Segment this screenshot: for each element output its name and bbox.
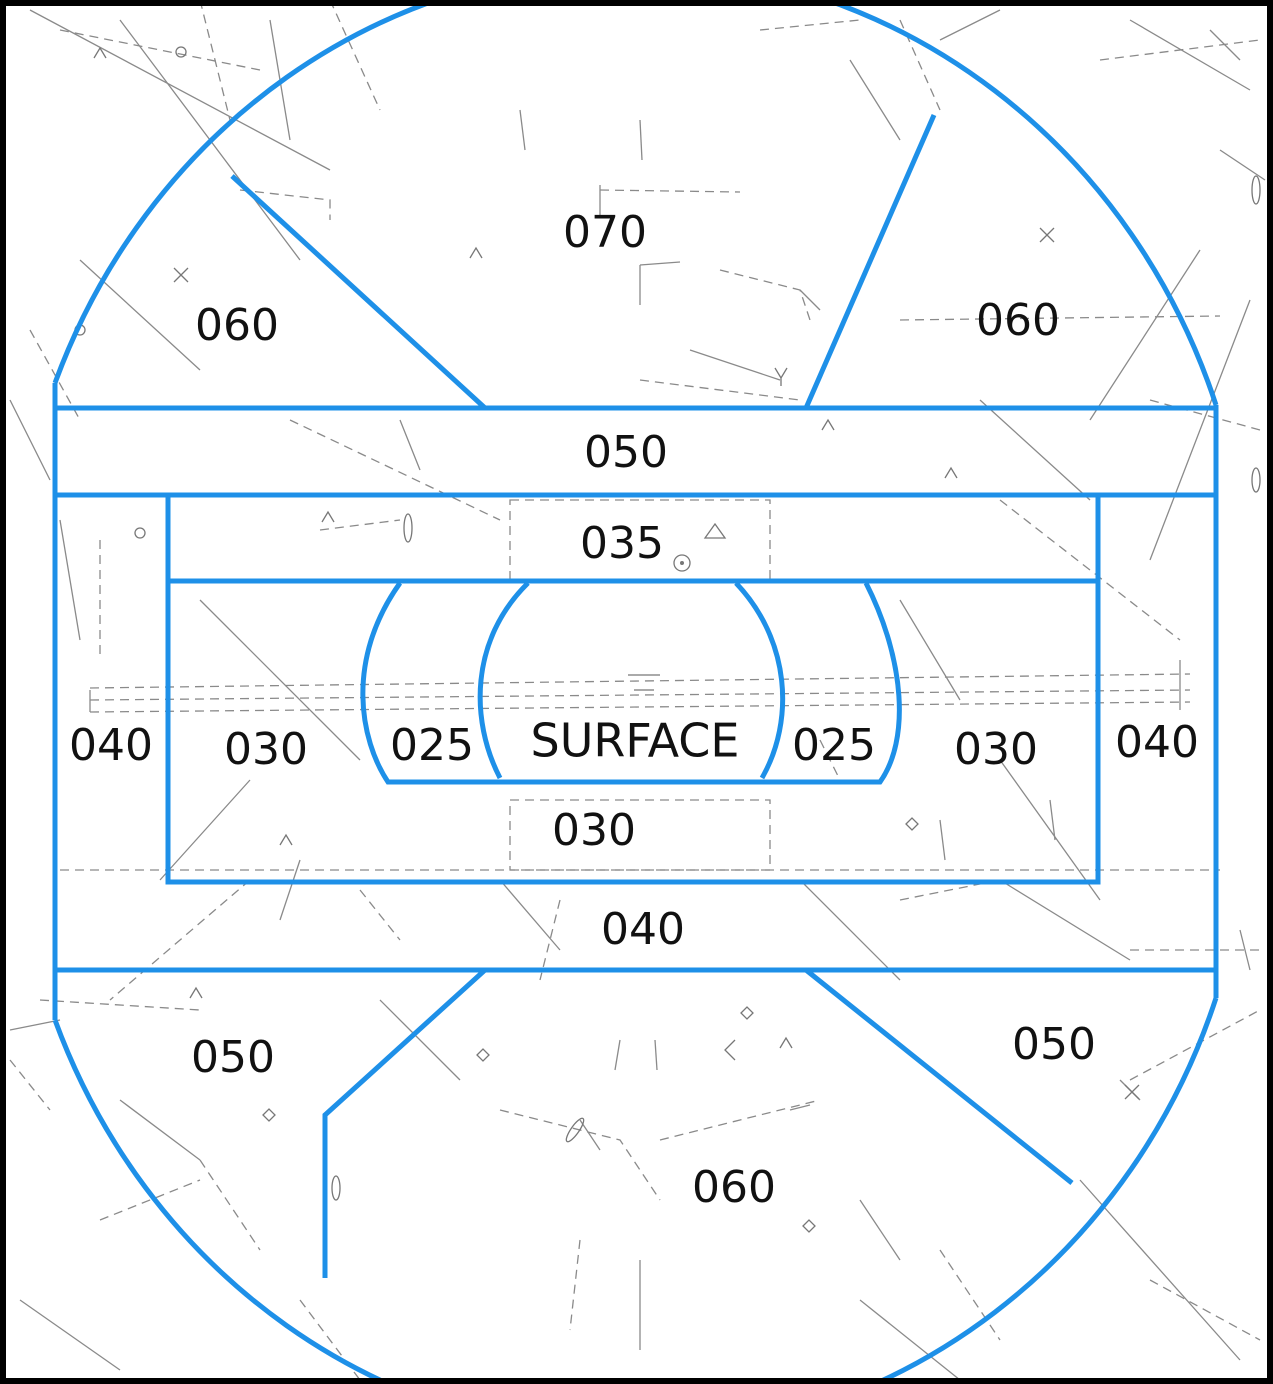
sector-label-east-outer: 040 <box>1115 717 1199 768</box>
altitude-labels: 070 060 060 050 035 040 030 025 SURFACE … <box>69 207 1199 1213</box>
caret-icon <box>279 833 293 846</box>
sector-label-southeast: 050 <box>1012 1019 1096 1070</box>
caret-icon <box>469 246 483 259</box>
marker-icon <box>403 513 413 543</box>
runway-mark-icon <box>628 674 660 691</box>
sector-label-center: SURFACE <box>531 714 740 768</box>
cross-icon <box>173 267 189 283</box>
inner-rectangle <box>165 497 1101 885</box>
chevron-icon <box>724 1039 736 1061</box>
sector-label-east-inner: 030 <box>954 724 1038 775</box>
marker-icon <box>1251 467 1261 493</box>
marker-icon <box>331 1175 341 1201</box>
wye-icon <box>774 367 788 386</box>
sector-label-west-arc: 025 <box>390 720 474 771</box>
sector-label-northeast: 060 <box>976 295 1060 346</box>
sector-label-west-inner: 030 <box>224 724 308 775</box>
sector-label-south: 060 <box>692 1162 776 1213</box>
sector-label-lower-band: 040 <box>601 904 685 955</box>
sector-boundaries <box>52 0 1219 1384</box>
obstacle-icon <box>802 1219 816 1233</box>
cross-icon <box>1039 227 1055 243</box>
obstacle-icon <box>476 1048 490 1062</box>
caret-icon <box>189 986 203 999</box>
caret-icon <box>93 46 107 59</box>
tower-icon <box>703 522 727 539</box>
map-symbols <box>74 46 1261 1233</box>
obstacle-icon <box>262 1108 276 1122</box>
cross-icon <box>1124 1084 1140 1100</box>
caret-icon <box>321 510 335 523</box>
obstacle-icon <box>134 527 146 539</box>
sector-label-west-outer: 040 <box>69 720 153 771</box>
caret-icon <box>944 466 958 479</box>
airport-reference-icon <box>673 554 691 572</box>
sector-label-north: 070 <box>563 207 647 258</box>
caret-icon <box>779 1036 793 1049</box>
obstacle-icon <box>905 817 919 831</box>
se-divider <box>804 968 1074 1185</box>
obstacle-icon <box>740 1006 754 1020</box>
sw-divider <box>322 968 487 1278</box>
sector-label-northwest: 060 <box>195 300 279 351</box>
ne-divider <box>803 113 937 410</box>
outer-boundary-lower-arc <box>52 997 1219 1384</box>
sector-label-inner-upper-band: 035 <box>580 518 664 569</box>
sector-label-southwest: 050 <box>191 1032 275 1083</box>
background-linework <box>9 0 1266 1381</box>
outer-boundary-upper-arc <box>52 0 1219 406</box>
arc-outer-shape <box>360 581 902 785</box>
sector-label-south-inner: 030 <box>552 805 636 856</box>
airport-reference-dot <box>680 561 684 565</box>
marker-icon <box>565 1117 585 1143</box>
sector-label-east-arc: 025 <box>792 720 876 771</box>
marker-icon <box>1251 175 1261 205</box>
nw-divider <box>230 174 487 410</box>
caret-icon <box>821 418 835 431</box>
obstacle-icon <box>175 46 187 58</box>
arc-inner-shape <box>477 581 786 780</box>
sector-label-upper-band: 050 <box>584 427 668 478</box>
